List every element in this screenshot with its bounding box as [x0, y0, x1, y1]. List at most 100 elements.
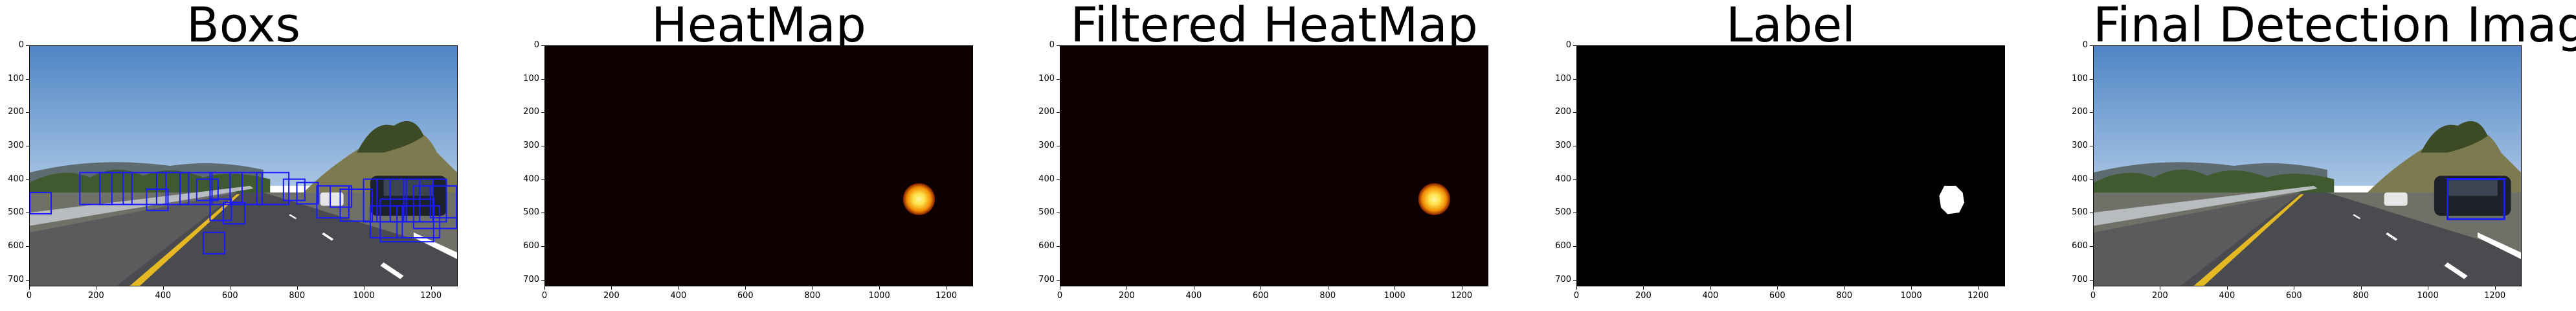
y-tick-mark [26, 279, 29, 281]
x-tick-label: 1000 [1383, 291, 1406, 301]
y-tick-label: 100 [2072, 73, 2088, 84]
y-tick-mark [1573, 246, 1576, 247]
detection-box [209, 198, 232, 222]
x-tick-label: 1000 [353, 291, 375, 301]
panel-1: Boxs 0 100 200 300 400 500 600 700 0 200 400 600 800 1… [0, 0, 484, 311]
x-tick-label: 1200 [935, 291, 958, 301]
x-tick-label: 200 [2152, 291, 2168, 301]
y-tick-label: 300 [1038, 141, 1055, 150]
detection-box [403, 178, 447, 223]
y-tick-mark [541, 78, 544, 80]
y-tick-label: 0 [2082, 40, 2088, 50]
x-tick-mark [812, 286, 813, 290]
y-tick-label: 200 [1555, 107, 1571, 117]
detection-box [369, 205, 403, 239]
x-tick-label: 600 [1252, 291, 1269, 301]
image-frame [1060, 45, 1488, 286]
white-edge-line [413, 232, 457, 259]
panel-title: Final Detection Image [2093, 0, 2576, 53]
y-tick-mark [541, 179, 544, 180]
y-tick-label: 700 [1038, 274, 1055, 284]
y-tick-label: 300 [2072, 141, 2088, 150]
y-tick-mark [1573, 112, 1576, 113]
x-tick-mark [1394, 286, 1396, 290]
x-tick-label: 1000 [1900, 291, 1922, 301]
x-tick-mark [2494, 286, 2496, 290]
y-tick-mark [26, 179, 29, 180]
y-tick-label: 100 [1555, 73, 1571, 84]
x-tick-label: 0 [541, 291, 548, 301]
x-tick-label: 800 [1836, 291, 1853, 301]
x-tick-mark [1643, 286, 1644, 290]
x-tick-mark [2226, 286, 2228, 290]
y-tick-label: 400 [523, 174, 539, 184]
y-tick-mark [26, 45, 29, 46]
x-tick-label: 600 [221, 291, 238, 301]
x-tick-label: 400 [155, 291, 172, 301]
x-tick-label: 600 [737, 291, 754, 301]
y-tick-label: 500 [2072, 207, 2088, 218]
y-tick-mark [1573, 78, 1576, 80]
detection-box [209, 172, 243, 205]
detection-box [229, 172, 263, 205]
x-tick-label: 200 [88, 291, 104, 301]
y-tick-label: 400 [2072, 174, 2088, 184]
x-tick-mark [678, 286, 679, 290]
y-tick-label: 400 [1038, 174, 1055, 184]
x-tick-mark [1576, 286, 1577, 290]
y-tick-label: 600 [8, 241, 24, 251]
x-tick-label: 1000 [868, 291, 890, 301]
y-tick-mark [26, 246, 29, 247]
y-tick-label: 400 [1555, 174, 1571, 184]
detection-box [146, 188, 169, 211]
white-car [2384, 192, 2408, 206]
label-blob [1939, 185, 1965, 214]
white-lane-dash [2386, 232, 2398, 241]
barrier [2094, 185, 2318, 226]
x-tick-label: 800 [804, 291, 821, 301]
y-tick-label: 100 [523, 73, 539, 84]
y-tick-label: 200 [523, 107, 539, 117]
y-tick-label: 300 [1555, 141, 1571, 150]
y-tick-mark [2090, 112, 2093, 113]
road [2094, 192, 2521, 286]
x-tick-label: 800 [1319, 291, 1336, 301]
x-tick-mark [1710, 286, 1711, 290]
image-frame [29, 45, 458, 286]
panel-4: Label 0 100 200 300 400 500 600 700 0 200 400 600 800… [1547, 0, 2031, 311]
x-tick-label: 1200 [420, 291, 442, 301]
panel-2: HeatMap 0 100 200 300 400 500 600 700 0 200 400 600 8… [515, 0, 999, 311]
panel-title: Boxs [186, 0, 301, 53]
x-tick-label: 1000 [2417, 291, 2439, 301]
detection-box [30, 192, 52, 215]
x-tick-mark [544, 286, 545, 290]
x-tick-label: 800 [2353, 291, 2369, 301]
y-tick-label: 600 [1555, 241, 1571, 251]
y-tick-label: 0 [1565, 40, 1571, 50]
white-lane-dash [322, 232, 334, 241]
y-tick-label: 100 [8, 73, 24, 84]
y-tick-mark [1573, 279, 1576, 281]
trees [357, 121, 424, 153]
x-tick-mark [1126, 286, 1128, 290]
y-tick-label: 200 [1038, 107, 1055, 117]
x-tick-label: 200 [1119, 291, 1135, 301]
y-tick-label: 0 [533, 40, 539, 50]
y-tick-label: 700 [2072, 274, 2088, 284]
y-tick-label: 700 [1555, 274, 1571, 284]
detection-box [79, 172, 113, 205]
x-tick-label: 0 [1057, 291, 1063, 301]
panel-3: Filtered HeatMap 0 100 200 300 400 500 600 700 0 2… [1031, 0, 1514, 311]
barrier [30, 185, 254, 226]
detection-box [223, 202, 246, 225]
x-tick-mark [431, 286, 432, 290]
image-canvas [2094, 46, 2521, 286]
y-tick-label: 700 [523, 274, 539, 284]
y-tick-mark [1057, 246, 1060, 247]
white-lane-dash [380, 262, 404, 279]
y-tick-label: 500 [8, 207, 24, 218]
panel-title: Filtered HeatMap [1070, 0, 1478, 53]
x-tick-label: 400 [1702, 291, 1719, 301]
y-tick-mark [1057, 179, 1060, 180]
x-tick-mark [1978, 286, 1979, 290]
